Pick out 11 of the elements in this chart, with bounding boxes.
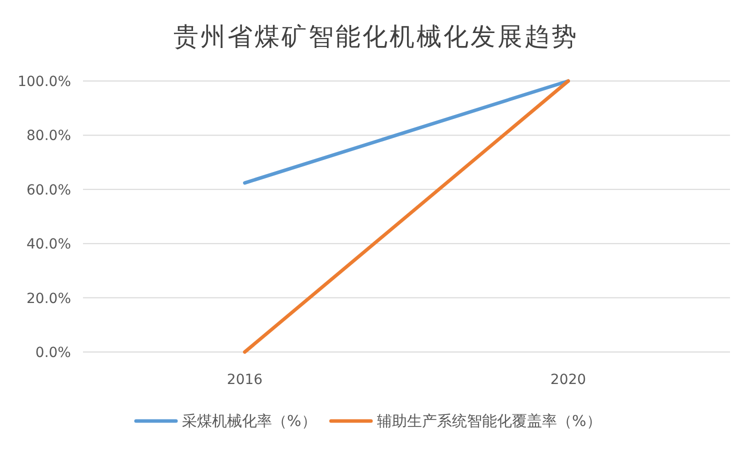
y-tick-label: 100.0% xyxy=(18,74,71,90)
y-tick-label: 20.0% xyxy=(26,290,71,307)
x-tick-label: 2016 xyxy=(226,372,263,388)
y-tick-label: 40.0% xyxy=(26,236,71,253)
chart-title: 贵州省煤矿智能化机械化发展趋势 xyxy=(174,22,578,51)
y-tick-label: 0.0% xyxy=(35,345,71,361)
y-tick-label: 80.0% xyxy=(26,128,71,144)
legend-label: 采煤机械化率（%） xyxy=(182,412,316,430)
legend-label: 辅助生产系统智能化覆盖率（%） xyxy=(377,412,602,430)
y-tick-label: 60.0% xyxy=(26,182,71,198)
x-tick-label: 2020 xyxy=(550,372,586,388)
